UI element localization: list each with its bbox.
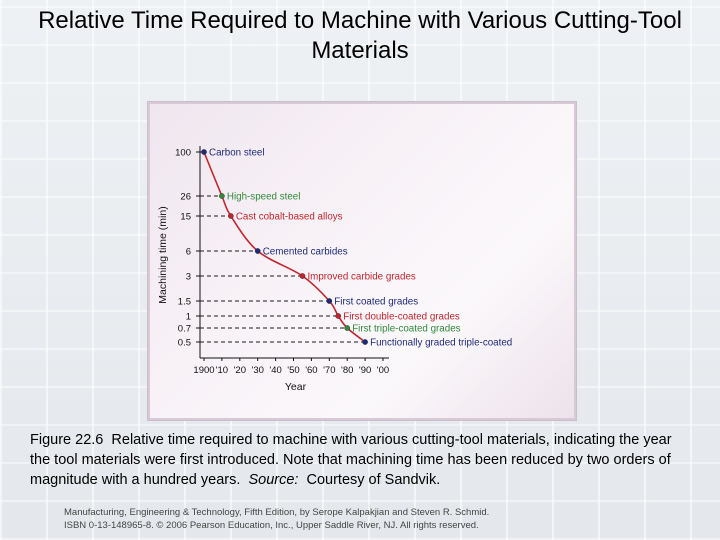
x-tick-label: 1900 — [193, 365, 214, 376]
footer-line-2: ISBN 0-13-148965-8. © 2006 Pearson Educa… — [64, 520, 479, 531]
footer-line-1: Manufacturing, Engineering & Technology,… — [64, 507, 490, 518]
x-tick-label: '60 — [305, 365, 317, 376]
data-point — [254, 248, 261, 254]
y-tick-label: 1.5 — [178, 297, 191, 308]
data-point-label: First double-coated grades — [343, 312, 460, 323]
slide-title: Relative Time Required to Machine with V… — [38, 7, 682, 64]
x-tick-label: '00 — [377, 365, 389, 376]
y-tick-label: 6 — [186, 247, 191, 258]
y-tick-label: 0.7 — [178, 324, 191, 335]
x-axis-title: Year — [285, 381, 307, 393]
figure-caption: Figure 22.6 Relative time required to ma… — [30, 430, 695, 490]
data-point-label: First coated grades — [334, 297, 418, 308]
data-point-label: Cast cobalt-based alloys — [236, 212, 343, 223]
y-tick-label: 15 — [180, 212, 191, 223]
y-tick-label: 3 — [186, 272, 191, 283]
data-point-label: Carbon steel — [209, 148, 265, 159]
data-point-label: Improved carbide grades — [307, 272, 415, 283]
data-point-label: First triple-coated grades — [352, 324, 460, 335]
x-tick-label: '20 — [234, 365, 246, 376]
x-tick-label: '80 — [341, 365, 353, 376]
data-point-label: High-speed steel — [227, 192, 301, 203]
caption-source-label: Source: — [248, 472, 299, 488]
x-tick-label: '50 — [287, 365, 299, 376]
caption-figure-number: Figure 22.6 — [30, 432, 104, 448]
copyright-footer: Manufacturing, Engineering & Technology,… — [64, 506, 624, 532]
data-point — [219, 193, 225, 199]
data-point — [362, 339, 368, 345]
caption-source-text: Courtesy of Sandvik. — [306, 472, 441, 488]
data-point-label: Functionally graded triple-coated — [370, 338, 512, 349]
data-point — [228, 213, 234, 219]
y-tick-label: 26 — [180, 192, 191, 203]
y-axis-title: Machining time (min) — [157, 206, 169, 303]
data-point — [326, 298, 333, 304]
y-tick-label: 1 — [186, 312, 191, 323]
y-tick-label: 100 — [175, 148, 191, 159]
data-point-label: Cemented carbides — [263, 247, 348, 258]
data-point — [344, 325, 350, 331]
figure-frame: 100 26 15 6 3 1.5 1 0.7 0.5 1900'10 '20 '30 '40 '50 '6… — [148, 102, 576, 420]
x-tick-label: '90 — [359, 365, 371, 376]
x-tick-label: '30 — [252, 365, 264, 376]
machining-time-chart: 100 26 15 6 3 1.5 10.7 0.5 1900'10 '20 '30 '40 '50 '6… — [157, 146, 512, 393]
data-point — [201, 149, 207, 155]
x-tick-label: '40 — [269, 365, 281, 376]
x-tick-label: '70 — [323, 365, 335, 376]
data-point — [299, 273, 306, 279]
caption-text: Relative time required to machine with v… — [30, 432, 672, 488]
y-tick-label: 0.5 — [178, 338, 191, 349]
x-tick-label: '10 — [216, 365, 228, 376]
data-point — [335, 313, 342, 319]
